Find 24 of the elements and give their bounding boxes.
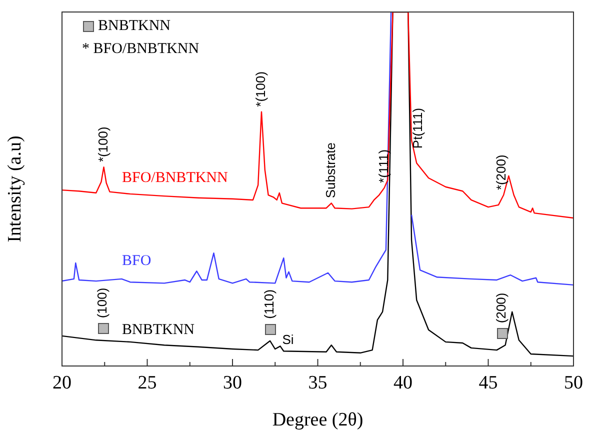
x-tick-label: 25 bbox=[138, 372, 157, 394]
annotation: (100) bbox=[94, 288, 110, 318]
series-label: BFO bbox=[122, 252, 152, 269]
annotation: Substrate bbox=[322, 142, 338, 198]
annotation: *(100) bbox=[95, 126, 110, 162]
annotation: Pt(111) bbox=[410, 108, 425, 149]
annotation: Si bbox=[282, 332, 294, 347]
annotation: * BFO/BNBTKNN bbox=[82, 40, 200, 57]
annotation: (110) bbox=[262, 289, 277, 319]
x-tick-label: 35 bbox=[308, 372, 328, 394]
annotation: *(100) bbox=[253, 71, 268, 107]
annotation: (200) bbox=[493, 292, 508, 324]
series-label: BFO/BNBTKNN bbox=[122, 170, 228, 186]
series-label: BNBTKNN bbox=[122, 322, 195, 338]
x-tick-label: 20 bbox=[52, 372, 72, 394]
annotation: *(111) bbox=[376, 149, 391, 183]
y-axis-title: Intensity (a.u) bbox=[4, 136, 26, 242]
annotation: BNBTKNN bbox=[98, 18, 171, 34]
x-tick-label: 40 bbox=[394, 372, 412, 394]
x-tick-label: 50 bbox=[564, 372, 583, 394]
x-tick-label: 45 bbox=[478, 372, 498, 394]
x-tick-label: 30 bbox=[223, 372, 242, 394]
x-axis-title: Degree (2θ) bbox=[272, 410, 364, 431]
annotation: *(200) bbox=[493, 154, 508, 190]
